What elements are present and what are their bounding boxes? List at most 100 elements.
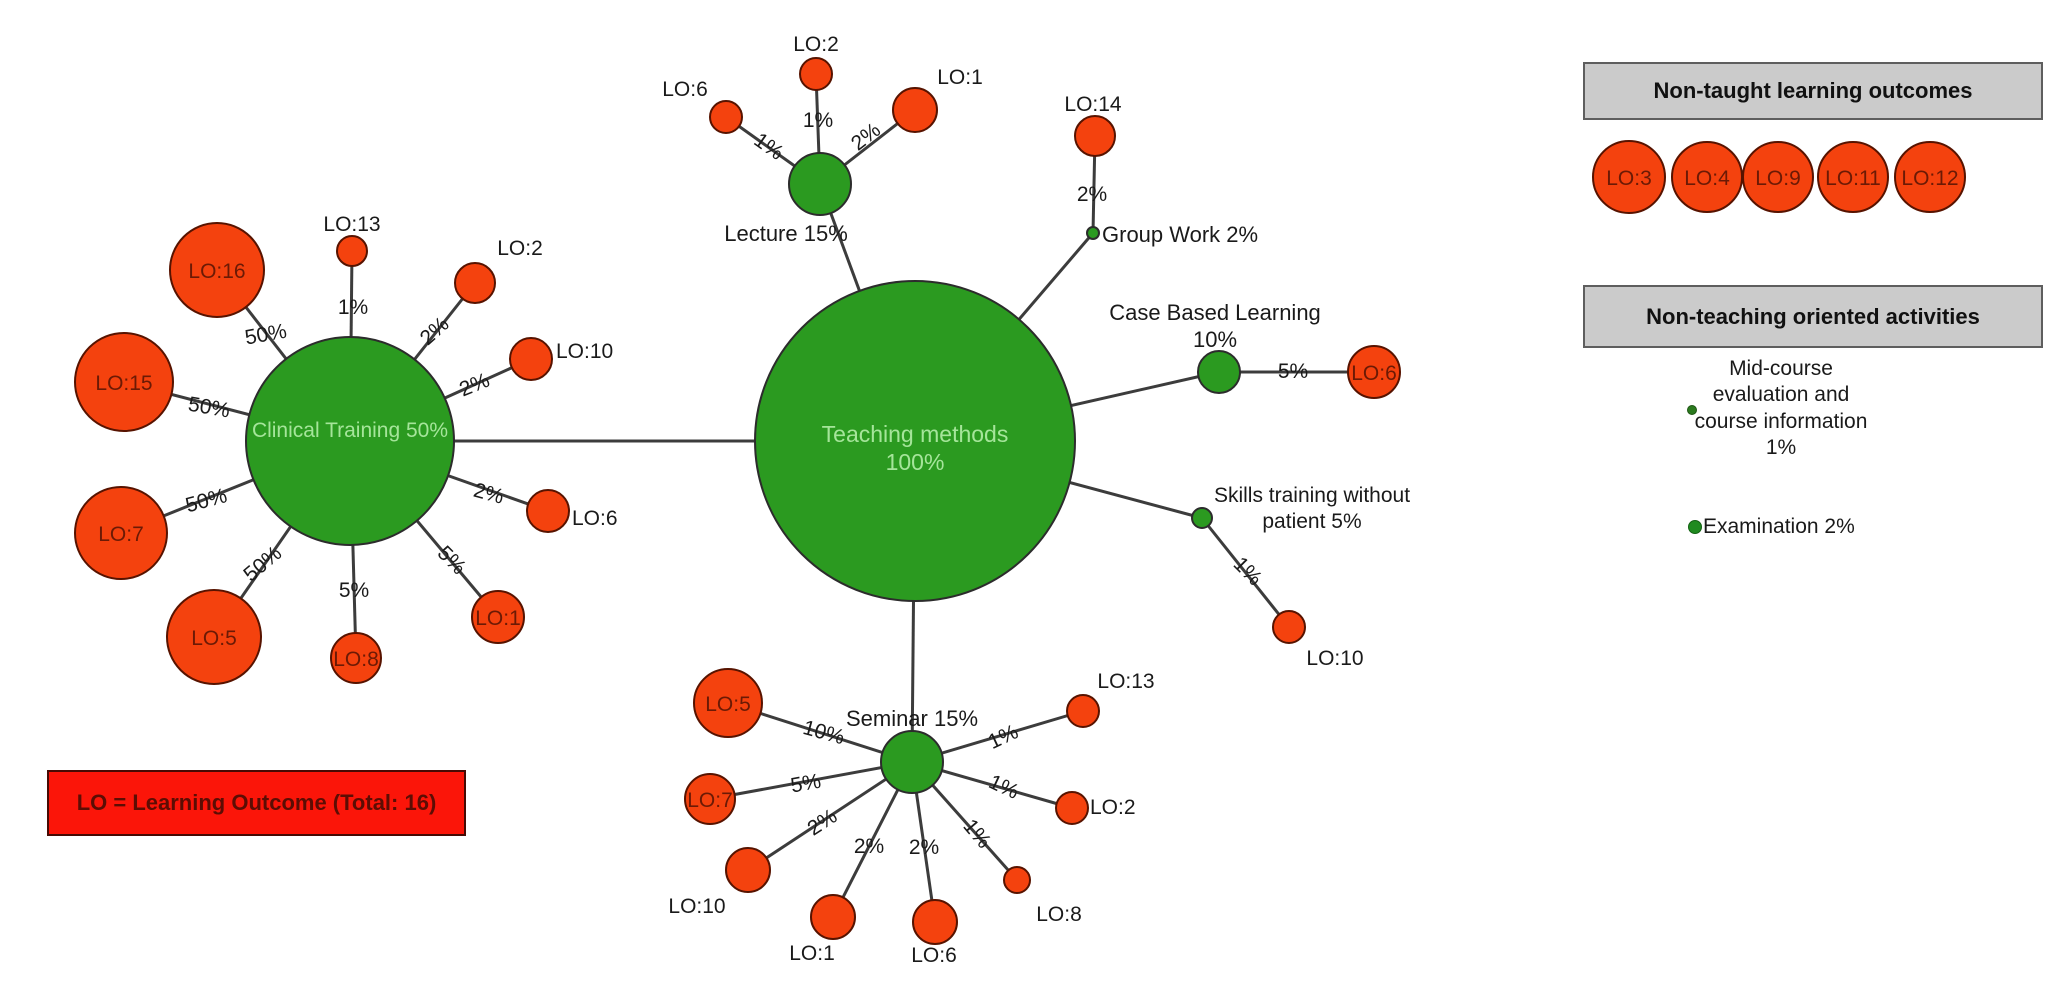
node-lg9-lo-circle [1742,141,1814,213]
edge-label-clinical-c5: 50% [239,542,286,587]
edge-label-clinical-c16: 50% [243,320,288,350]
node-c8-lo-circle [330,632,382,684]
edge-label-clinical-c13: 1% [338,296,368,319]
node-se8-lo-circle [1003,866,1031,894]
edge-label-seminar-se13: 1% [985,720,1022,754]
non-taught-panel-header: Non-taught learning outcomes [1583,62,2043,120]
mid-course-line: evaluation and [1712,383,1850,407]
examination-label: Examination 2% [1703,515,1855,538]
node-lg12-lo-circle [1894,141,1966,213]
node-label-c8: LO:8 [333,648,379,671]
node-label-le6: LO:6 [662,78,708,101]
node-label-lg11: LO:11 [1825,167,1881,190]
node-label-se7: LO:7 [687,789,733,812]
edge-label-clinical-c15: 50% [186,393,231,423]
node-label-cbl: 10% [1193,327,1237,352]
edge-label-seminar-se10: 2% [803,805,841,841]
mid-course-line: Mid-course [1729,357,1833,380]
node-seminar-method-circle [880,730,944,794]
examination-item: Examination 2% [1688,515,1855,539]
edge-label-seminar-se1: 2% [854,835,884,858]
node-cb6-lo-circle [1347,345,1401,399]
node-label-c13: LO:13 [323,213,380,236]
edge-label-seminar-se5: 10% [800,716,847,749]
edge-label-lecture-le1: 2% [847,118,885,155]
node-c2-lo-circle [454,262,496,304]
node-label-cbl: Case Based Learning [1109,300,1321,325]
node-se2-lo-circle [1055,791,1089,825]
node-label-lg4: LO:4 [1684,167,1730,190]
node-label-c2: LO:2 [497,237,543,260]
node-label-c7: LO:7 [98,523,144,546]
mid-course-bullet-icon [1687,405,1697,415]
node-label-se5: LO:5 [705,693,751,716]
node-c7-lo-circle [74,486,168,580]
node-label-se2: LO:2 [1090,796,1136,819]
edge-label-lecture-le2: 1% [803,109,833,132]
node-label-c16: LO:16 [188,260,245,283]
edge-skills-sk10 [1200,517,1291,628]
node-label-c15: LO:15 [95,372,152,395]
node-c16-lo-circle [169,222,265,318]
node-label-se8: LO:8 [1036,903,1082,926]
edge-label-cbl-cb6: 5% [1278,360,1308,383]
node-label-se10: LO:10 [668,895,725,918]
node-le6-lo-circle [709,100,743,134]
edge-label-clinical-c6: 2% [471,479,506,509]
node-c5-lo-circle [166,589,262,685]
edge-label-groupwork-lo14: 2% [1077,183,1107,206]
node-groupwork-method-circle [1086,226,1100,240]
node-c10-lo-circle [509,337,553,381]
node-se7-lo-circle [684,773,736,825]
non-taught-panel-title: Non-taught learning outcomes [1653,78,1973,103]
node-cbl-method-circle [1197,350,1241,394]
edge-label-clinical-c8: 5% [339,579,369,602]
node-sk10-lo-circle [1272,610,1306,644]
edge-seminar-se7 [709,760,913,801]
node-label-le2: LO:2 [793,33,839,56]
node-label-c1: LO:1 [475,607,521,630]
node-label-c5: LO:5 [191,627,237,650]
mid-course-line: 1% [1765,435,1797,459]
edge-label-seminar-se2: 1% [985,770,1022,804]
node-label-groupwork: Group Work 2% [1102,222,1258,247]
edge-label-seminar-se7: 5% [789,770,823,798]
edge-label-seminar-se6: 2% [909,836,939,859]
node-label-se13: LO:13 [1097,670,1154,693]
node-se5-lo-circle [693,668,763,738]
node-se10-lo-circle [725,847,771,893]
node-label-clinical: Clinical Training 50% [252,419,448,442]
node-label-cb6: LO:6 [1351,362,1397,385]
node-label-sk10: LO:10 [1306,647,1363,670]
lo-note-box: LO = Learning Outcome (Total: 16) [47,770,466,836]
node-c13-lo-circle [336,235,368,267]
node-c6-lo-circle [526,489,570,533]
node-label-seminar: Seminar 15% [846,706,978,731]
node-label-teaching: 100% [886,449,945,475]
node-lg3-lo-circle [1592,140,1666,214]
edge-label-clinical-c7: 50% [183,484,230,517]
node-skills-method-circle [1191,507,1213,529]
node-c15-lo-circle [74,332,174,432]
node-teaching-method-circle [754,280,1076,602]
node-label-se6: LO:6 [911,944,957,967]
node-se1-lo-circle [810,894,856,940]
node-se13-lo-circle [1066,694,1100,728]
node-label-lecture: Lecture 15% [724,221,848,246]
node-le1-lo-circle [892,87,938,133]
non-teaching-panel-title: Non-teaching oriented activities [1646,303,1980,329]
node-label-lg12: LO:12 [1901,167,1958,190]
node-c1-lo-circle [471,590,525,644]
mid-course-line: course information [1694,409,1868,433]
node-clinical-method-circle [245,336,455,546]
node-label-se1: LO:1 [789,942,835,965]
mid-course-item: Mid-course evaluation and course informa… [1681,356,1881,461]
lo-note-text: LO = Learning Outcome (Total: 16) [76,790,437,815]
node-lg11-lo-circle [1817,141,1889,213]
edge-seminar-se10 [747,760,913,872]
node-se6-lo-circle [912,899,958,945]
edge-label-lecture-le6: 1% [750,129,788,165]
node-label-teaching: Teaching methods [822,421,1009,447]
